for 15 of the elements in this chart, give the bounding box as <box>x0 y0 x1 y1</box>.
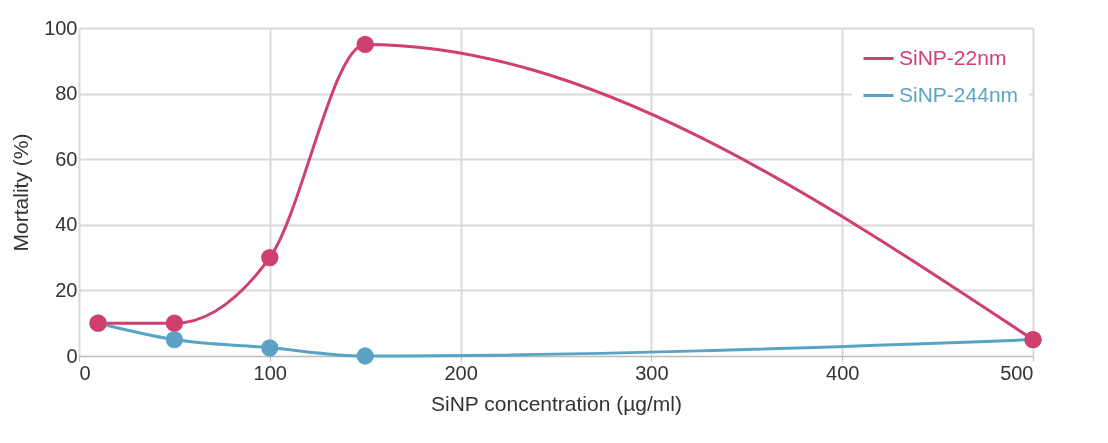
y-tick-label: 100 <box>44 16 78 39</box>
x-tick-label: 300 <box>635 361 669 384</box>
y-tick-label: 80 <box>55 82 78 105</box>
y-tick-label: 60 <box>55 147 78 170</box>
x-axis-title: SiNP concentration (µg/ml) <box>431 391 682 415</box>
y-tick-label: 40 <box>55 213 78 236</box>
y-axis-title: Mortality (%) <box>9 133 33 252</box>
x-tick-label: 100 <box>253 361 287 384</box>
y-tick-label: 20 <box>55 278 78 301</box>
legend-label: SiNP-244nm <box>899 82 1019 106</box>
y-tick-label: 0 <box>66 344 78 367</box>
x-tick-label: 200 <box>444 361 478 384</box>
x-tick-label: 400 <box>826 361 860 384</box>
legend-label: SiNP-22nm <box>899 45 1007 69</box>
x-tick-label: 500 <box>1000 361 1034 384</box>
